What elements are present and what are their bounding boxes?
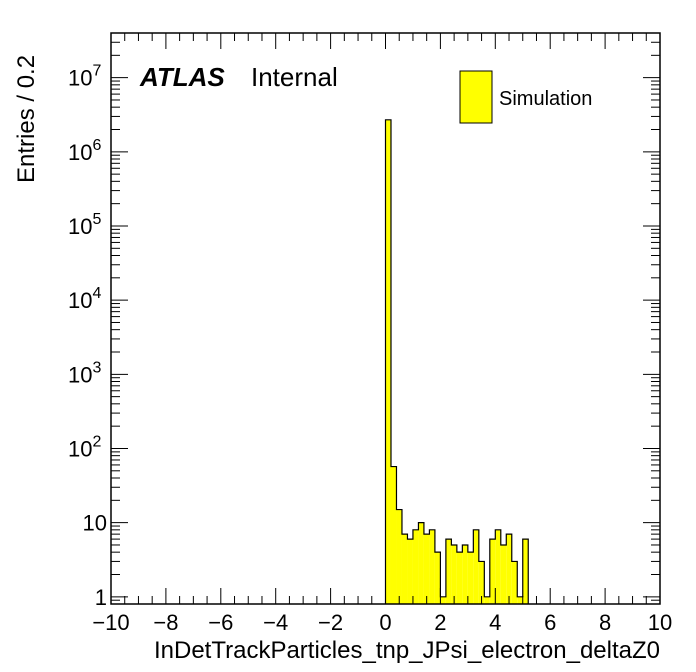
histogram-bin-19 [489,539,496,604]
histogram-bin-16 [473,529,479,604]
x-tick-label: 0 [379,610,391,635]
histogram-bin-9 [434,552,441,604]
legend: Simulation [459,70,592,124]
histogram-bin-11 [445,539,452,604]
x-tick-label: −10 [92,610,129,635]
plot-frame [110,32,661,605]
histogram-bin-4 [407,539,413,604]
histogram-bin-12 [451,544,457,604]
x-tick-labels: −10 −8 −6 −4 −2 0 2 4 6 8 10 [92,610,672,635]
histogram-bin-8 [429,529,435,604]
y-tick-label: 10 [83,511,107,536]
y-tick-label: 105 [68,211,101,239]
legend-swatch [459,70,493,124]
x-tick-label: 10 [648,610,672,635]
atlas-label: ATLAS [139,62,225,92]
histogram-bin-22 [506,534,512,604]
histogram-bin-0 [385,119,391,604]
axis-ticks [110,32,661,605]
histogram-bin-3 [401,534,408,604]
x-tick-label: −4 [263,610,288,635]
histogram-outline [384,119,529,604]
internal-label: Internal [251,62,338,92]
histogram-bin-21 [500,544,507,604]
y-tick-label: 106 [68,137,101,165]
histogram-bin-10 [440,596,446,604]
x-tick-label: −6 [208,610,233,635]
legend-label-simulation: Simulation [499,88,592,110]
histogram-bin-13 [456,552,463,604]
y-tick-label: 1 [95,585,107,610]
x-tick-label: 2 [434,610,446,635]
histogram-bin-7 [423,534,430,604]
histogram-bin-20 [495,529,501,604]
x-tick-label: −8 [153,610,178,635]
y-axis-title: Entries / 0.2 [13,55,40,183]
y-tick-label: 107 [68,63,101,91]
y-tick-label: 104 [68,285,101,313]
histogram-bin-23 [511,561,518,604]
x-tick-label: 4 [489,610,501,635]
histogram-bin-17 [478,561,485,604]
y-tick-labels: 1 10 102 103 104 105 106 107 [68,63,107,610]
histogram-bin-5 [412,529,419,604]
x-tick-label: −2 [318,610,343,635]
histogram-bin-6 [418,522,424,604]
histogram-bin-2 [396,509,402,604]
histogram-bin-14 [462,544,468,604]
histogram-bin-24 [517,596,523,604]
y-tick-label: 103 [68,359,101,387]
x-tick-label: 8 [599,610,611,635]
histogram-bin-1 [390,466,397,604]
histogram-bars [384,119,529,604]
x-axis-title: InDetTrackParticles_tnp_JPsi_electron_de… [154,637,660,664]
histogram-bin-25 [522,539,529,604]
y-tick-label: 102 [68,433,101,461]
x-tick-label: 6 [544,610,556,635]
histogram-bin-18 [484,596,490,604]
histogram-bin-15 [467,552,474,604]
